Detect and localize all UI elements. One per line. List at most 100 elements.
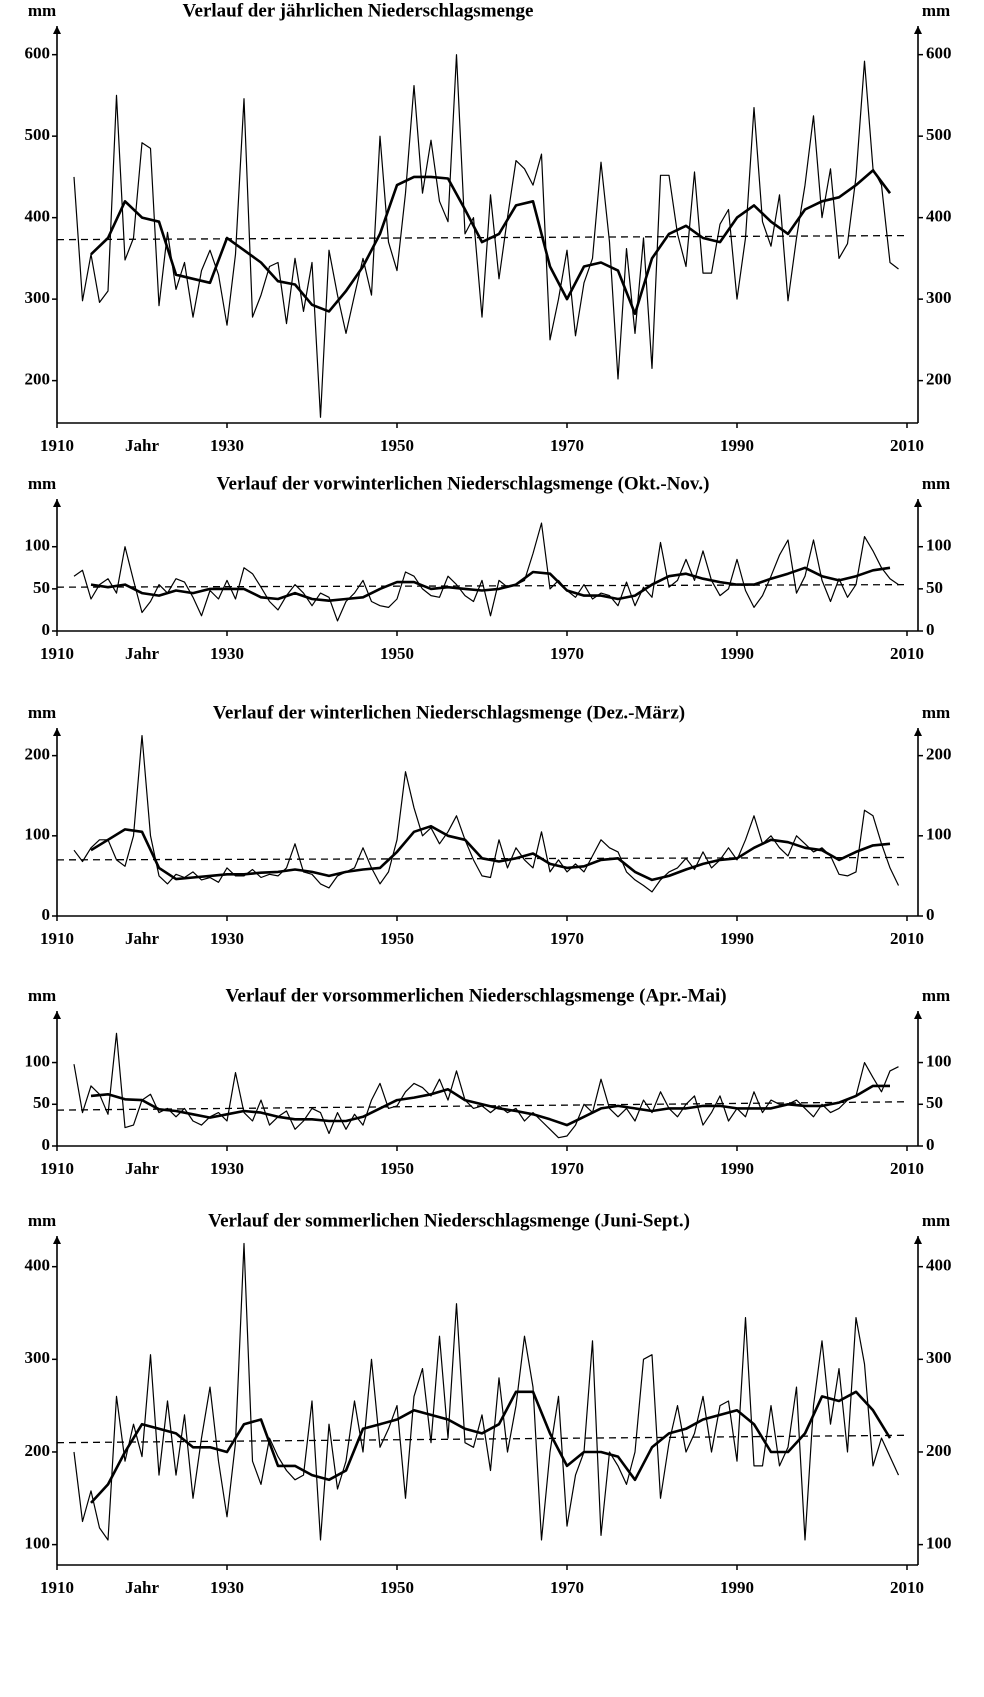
y2-tick-label: 300 xyxy=(926,288,952,307)
y-tick-label: 50 xyxy=(33,1093,50,1112)
line-chart: Verlauf der sommerlichen Niederschlagsme… xyxy=(25,1210,952,1597)
y2-tick-label: 50 xyxy=(926,1093,943,1112)
y2-tick-label: 400 xyxy=(926,207,952,226)
x-tick-label: 1910 xyxy=(40,1159,74,1178)
mean-line xyxy=(56,234,908,241)
x-tick-label: 1970 xyxy=(550,436,584,455)
chart-title: Verlauf der jährlichen Niederschlagsmeng… xyxy=(183,0,534,21)
x-tick-label: 1990 xyxy=(720,929,754,948)
annual-line xyxy=(73,522,899,622)
x-tick-label: 2010 xyxy=(890,436,924,455)
y2-tick-label: 0 xyxy=(926,905,935,924)
mean-line xyxy=(56,1434,908,1444)
y-tick-label: 100 xyxy=(25,536,51,555)
x-tick-label: 2010 xyxy=(890,1159,924,1178)
y2-tick-label: 0 xyxy=(926,1135,935,1154)
x-tick-label: 1990 xyxy=(720,644,754,663)
x-axis-label: Jahr xyxy=(125,1159,159,1178)
y2-tick-label: 400 xyxy=(926,1256,952,1275)
y-tick-label: 200 xyxy=(25,745,51,764)
axis-arrow xyxy=(914,26,922,34)
y2-axis-label: mm xyxy=(922,703,950,722)
y2-tick-label: 100 xyxy=(926,1051,952,1070)
x-axis-label: Jahr xyxy=(125,929,159,948)
line-chart: Verlauf der jährlichen Niederschlagsmeng… xyxy=(25,0,952,455)
axis-arrow xyxy=(914,1236,922,1244)
axis-arrow xyxy=(914,1011,922,1019)
annual-line xyxy=(73,1242,900,1541)
y2-tick-label: 600 xyxy=(926,44,952,63)
annual-line xyxy=(73,1032,899,1139)
x-tick-label: 1950 xyxy=(380,1159,414,1178)
x-tick-label: 1910 xyxy=(40,929,74,948)
y2-tick-label: 100 xyxy=(926,1534,952,1553)
annual-line xyxy=(73,54,899,418)
line-chart: Verlauf der vorsommerlichen Niederschlag… xyxy=(25,985,952,1178)
axis-arrow xyxy=(914,728,922,736)
x-tick-label: 1970 xyxy=(550,644,584,663)
x-tick-label: 1910 xyxy=(40,644,74,663)
mean-line xyxy=(56,583,908,588)
y2-tick-label: 200 xyxy=(926,745,952,764)
x-tick-label: 1970 xyxy=(550,929,584,948)
x-tick-label: 1990 xyxy=(720,1159,754,1178)
y-tick-label: 600 xyxy=(25,44,51,63)
line-chart: Verlauf der vorwinterlichen Niederschlag… xyxy=(25,473,952,663)
axis-arrow xyxy=(53,1236,61,1244)
smoothed-line xyxy=(90,824,891,882)
axis-arrow xyxy=(914,499,922,507)
y-axis-label: mm xyxy=(28,474,56,493)
x-tick-label: 2010 xyxy=(890,644,924,663)
chart-title: Verlauf der sommerlichen Niederschlagsme… xyxy=(208,1210,690,1231)
x-tick-label: 1950 xyxy=(380,1578,414,1597)
smoothed-line xyxy=(90,169,892,316)
line-chart: Verlauf der winterlichen Niederschlagsme… xyxy=(25,702,952,948)
y-tick-label: 0 xyxy=(42,1135,51,1154)
y2-tick-label: 500 xyxy=(926,125,952,144)
x-tick-label: 1970 xyxy=(550,1578,584,1597)
y-axis-label: mm xyxy=(28,1211,56,1230)
x-tick-label: 1990 xyxy=(720,436,754,455)
x-tick-label: 1970 xyxy=(550,1159,584,1178)
y-tick-label: 0 xyxy=(42,620,51,639)
y-tick-label: 50 xyxy=(33,578,50,597)
x-tick-label: 1930 xyxy=(210,436,244,455)
x-axis-label: Jahr xyxy=(125,644,159,663)
smoothed-line xyxy=(90,566,891,602)
smoothed-line xyxy=(90,1084,890,1127)
y-tick-label: 400 xyxy=(25,1256,51,1275)
x-tick-label: 1950 xyxy=(380,929,414,948)
axis-arrow xyxy=(53,1011,61,1019)
y-axis-label: mm xyxy=(28,1,56,20)
y2-tick-label: 200 xyxy=(926,1441,952,1460)
y2-axis-label: mm xyxy=(922,1211,950,1230)
axis-arrow xyxy=(53,728,61,736)
y2-axis-label: mm xyxy=(922,986,950,1005)
y-tick-label: 200 xyxy=(25,370,51,389)
y-tick-label: 0 xyxy=(42,905,51,924)
x-tick-label: 1910 xyxy=(40,436,74,455)
y2-tick-label: 300 xyxy=(926,1348,952,1367)
x-tick-label: 1930 xyxy=(210,1578,244,1597)
y-tick-label: 300 xyxy=(25,1348,51,1367)
x-axis-label: Jahr xyxy=(125,436,159,455)
y-tick-label: 400 xyxy=(25,207,51,226)
y-tick-label: 500 xyxy=(25,125,51,144)
annual-line xyxy=(73,735,900,893)
axis-arrow xyxy=(53,499,61,507)
x-tick-label: 1930 xyxy=(210,1159,244,1178)
chart-title: Verlauf der winterlichen Niederschlagsme… xyxy=(213,702,685,723)
x-tick-label: 1950 xyxy=(380,436,414,455)
y2-axis-label: mm xyxy=(922,474,950,493)
x-tick-label: 1930 xyxy=(210,929,244,948)
axis-arrow xyxy=(53,26,61,34)
y-tick-label: 100 xyxy=(25,825,51,844)
x-axis-label: Jahr xyxy=(125,1578,159,1597)
x-tick-label: 1910 xyxy=(40,1578,74,1597)
y2-axis-label: mm xyxy=(922,1,950,20)
y2-tick-label: 200 xyxy=(926,370,952,389)
y-axis-label: mm xyxy=(28,986,56,1005)
y-axis-label: mm xyxy=(28,703,56,722)
